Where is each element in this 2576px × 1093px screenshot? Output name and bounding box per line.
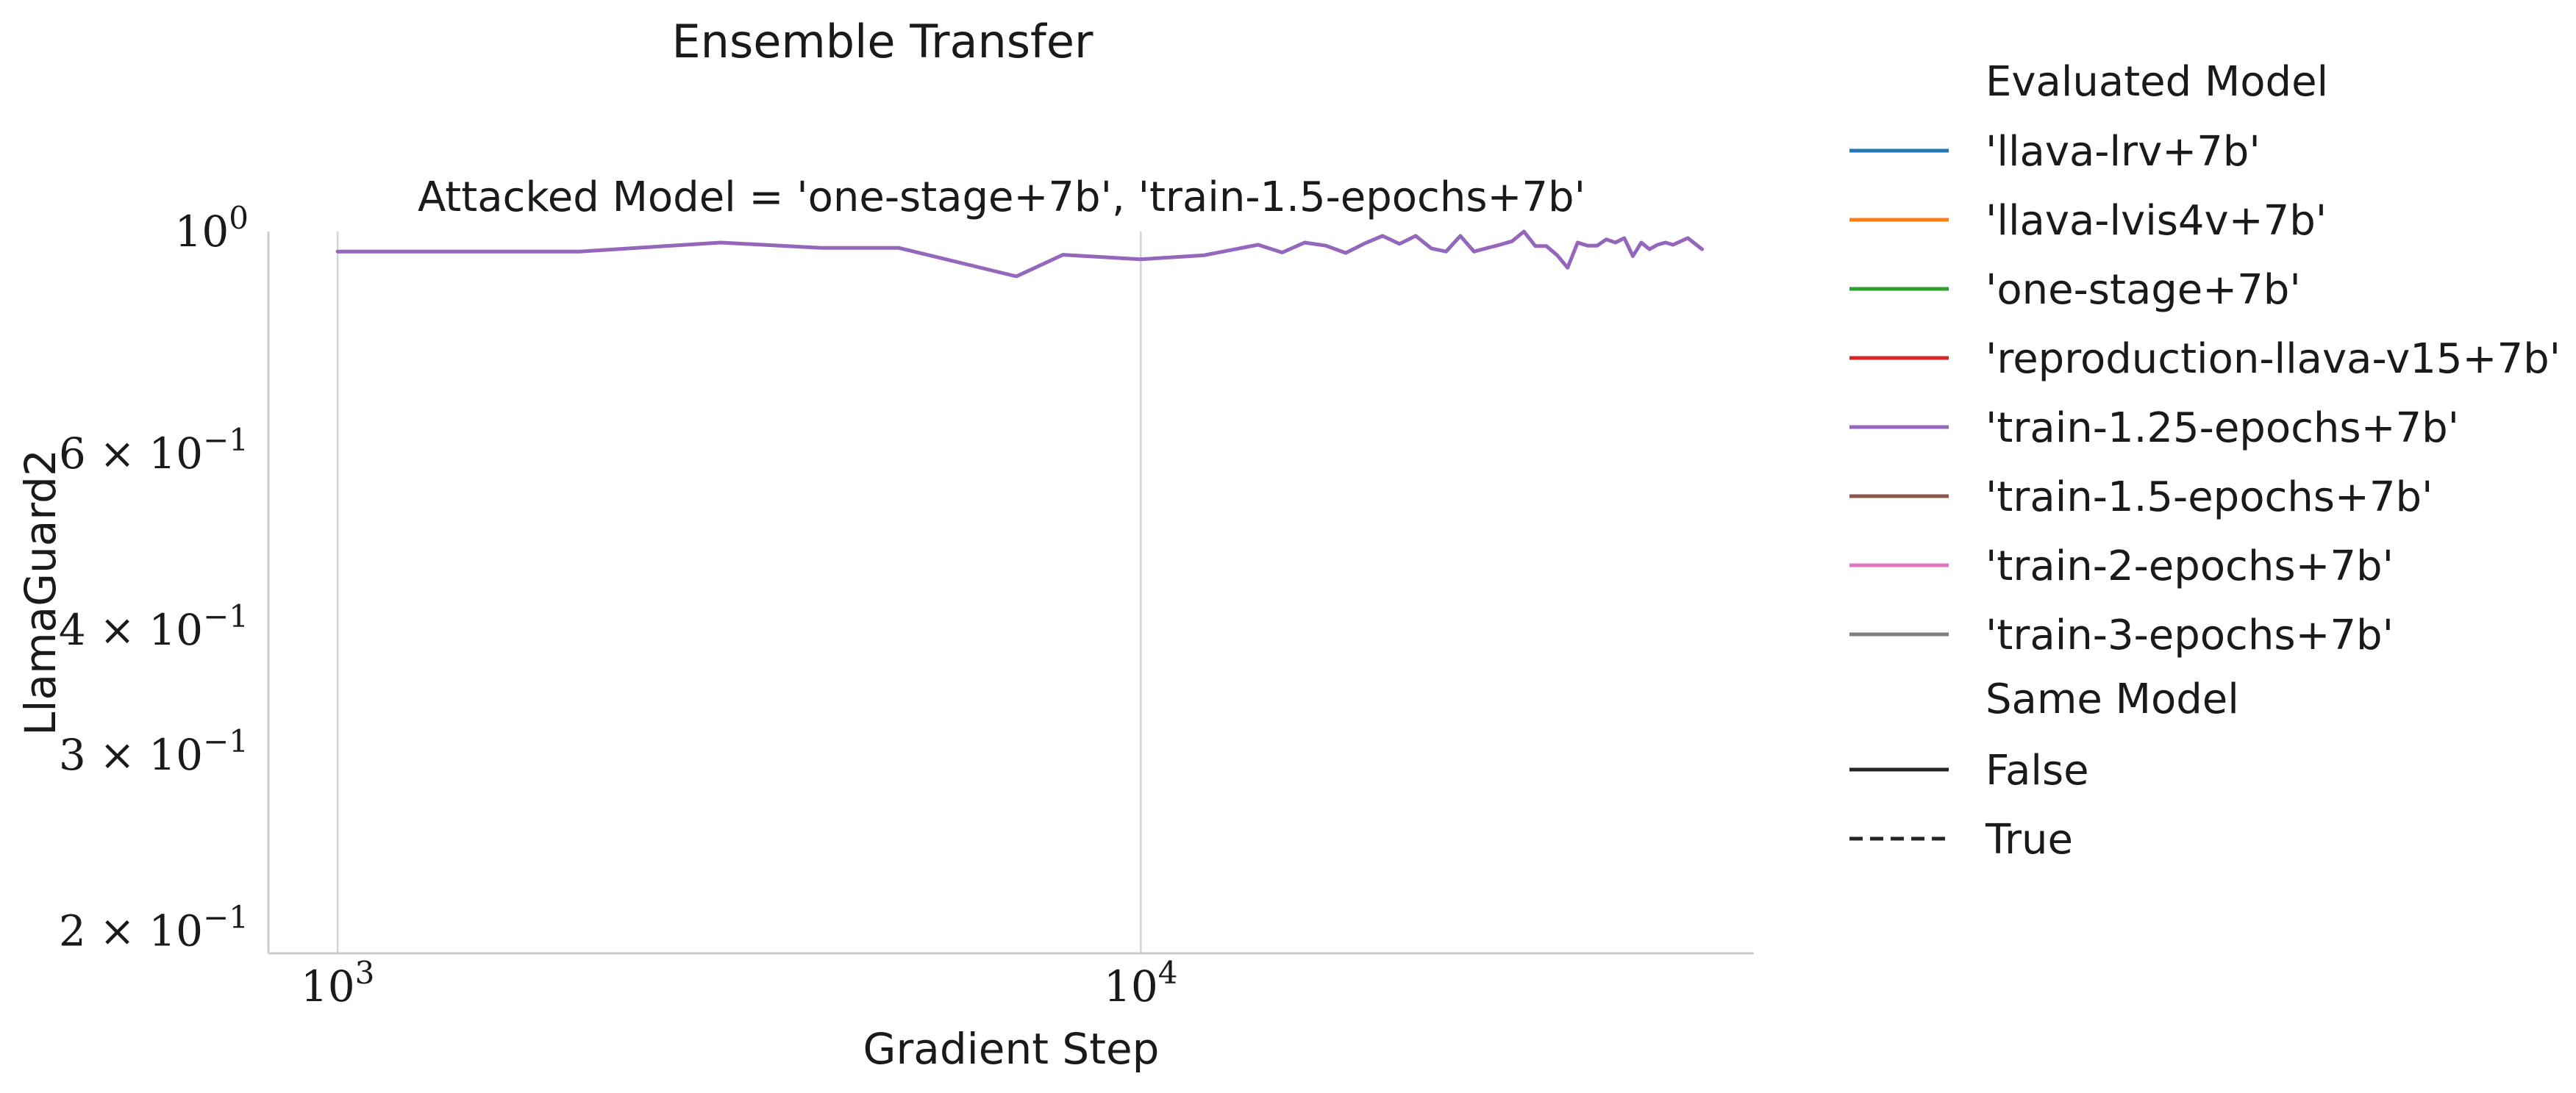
series-layer bbox=[335, 229, 1705, 279]
x-axis-label: Gradient Step bbox=[863, 1024, 1160, 1074]
legend-style-label: False bbox=[1985, 747, 2089, 795]
legend-label: 'train-1.25-epochs+7b' bbox=[1985, 404, 2459, 452]
legend-label: 'llava-lvis4v+7b' bbox=[1985, 197, 2327, 245]
legend-hue-title: Evaluated Model bbox=[1985, 58, 2328, 106]
legend-style-entries: False True bbox=[1849, 747, 2089, 864]
legend-label: 'train-3-epochs+7b' bbox=[1985, 612, 2394, 659]
legend-style-title: Same Model bbox=[1985, 675, 2239, 723]
y-tick-label: 4 × 10−1 bbox=[59, 598, 249, 655]
legend-hue-entries: 'llava-lrv+7b' 'llava-lvis4v+7b' 'one-stag… bbox=[1849, 128, 2561, 659]
chart-subtitle: Attacked Model = 'one-stage+7b', 'train-… bbox=[418, 173, 1585, 221]
x-tick-label: 104 bbox=[1104, 955, 1178, 1011]
y-tick-label: 2 × 10−1 bbox=[59, 900, 249, 956]
y-tick-label: 6 × 10−1 bbox=[59, 422, 249, 479]
y-tick-label: 100 bbox=[174, 200, 249, 257]
y-tick-labels: 100 6 × 10−1 4 × 10−1 3 × 10−1 2 × 10−1 bbox=[59, 200, 249, 956]
y-tick-label: 3 × 10−1 bbox=[59, 723, 249, 780]
legend-label: 'llava-lrv+7b' bbox=[1985, 128, 2261, 176]
legend-label: 'one-stage+7b' bbox=[1985, 266, 2301, 314]
series-line-0 bbox=[335, 229, 1705, 279]
legend-label: 'train-2-epochs+7b' bbox=[1985, 542, 2394, 590]
legend-style-label: True bbox=[1985, 816, 2073, 864]
chart-title: Ensemble Transfer bbox=[671, 15, 1093, 68]
x-tick-labels: 103 104 bbox=[301, 955, 1178, 1011]
x-tick-label: 103 bbox=[301, 955, 375, 1011]
grid-lines bbox=[336, 232, 1142, 953]
legend-label: 'train-1.5-epochs+7b' bbox=[1985, 473, 2433, 521]
y-axis-label: LlamaGuard2 bbox=[15, 449, 65, 736]
legend-label: 'reproduction-llava-v15+7b' bbox=[1985, 335, 2561, 383]
legend: Evaluated Model 'llava-lrv+7b' 'llava-lvi… bbox=[1849, 58, 2561, 864]
